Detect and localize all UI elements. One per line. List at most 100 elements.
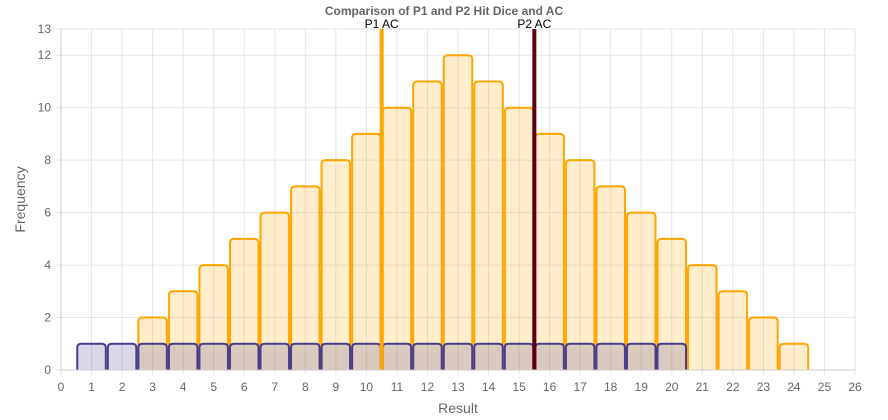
x-tick-label: 12 [421, 380, 435, 394]
bar-fill [382, 343, 412, 370]
bar-fill [168, 343, 198, 370]
chart-title: Comparison of P1 and P2 Hit Dice and AC [324, 4, 564, 18]
bar-fill [413, 343, 442, 370]
y-tick-label: 2 [44, 311, 51, 325]
bar-fill [199, 343, 228, 370]
x-tick-label: 11 [391, 380, 404, 394]
x-tick-label: 9 [333, 380, 340, 394]
bar-fill [291, 186, 320, 370]
bar [228, 237, 260, 370]
bar-fill [229, 238, 259, 370]
bar-fill [657, 343, 687, 370]
y-axis-title: Frequency [12, 166, 28, 232]
bar-fill [504, 343, 534, 370]
bar-fill [77, 343, 106, 370]
bar [259, 211, 291, 370]
bar-fill [260, 343, 290, 370]
bar [290, 342, 321, 370]
bar-fill [321, 160, 351, 370]
bar [656, 237, 688, 370]
bar-fill [321, 343, 351, 370]
bar-fill [382, 107, 412, 370]
x-tick-label: 16 [543, 380, 557, 394]
bar-fill [565, 160, 595, 370]
x-tick-label: 22 [726, 380, 740, 394]
bar [625, 211, 657, 370]
bar-fill [657, 238, 687, 370]
x-tick-label: 23 [757, 380, 771, 394]
bar [595, 342, 626, 370]
x-tick-label: 26 [848, 380, 862, 394]
bar [259, 342, 291, 370]
bar-fill [474, 343, 503, 370]
x-tick-label: 15 [512, 380, 526, 394]
reference-line-label: P1 AC [365, 17, 399, 31]
bar-fill [138, 343, 167, 370]
bar [473, 342, 504, 370]
axes: 0 1 2 3 4 5 6 7 8 9 10 11 12 13 14 15 16 17 18 19 20 21 22 23 24… [38, 22, 862, 394]
bar-fill [626, 343, 656, 370]
reference-lines: P1 AC P2 AC [365, 17, 552, 370]
x-tick-label: 7 [271, 380, 278, 394]
bar-fill [688, 265, 717, 370]
y-tick-label: 8 [44, 153, 51, 167]
bar-fill [474, 81, 503, 370]
x-tick-label: 24 [787, 380, 801, 394]
x-tick-label: 4 [180, 380, 187, 394]
x-tick-label: 2 [119, 380, 126, 394]
reference-line-label: P2 AC [517, 17, 551, 31]
x-tick-label: 10 [360, 380, 374, 394]
x-axis-title: Result [438, 400, 478, 416]
x-tick-label: 8 [302, 380, 309, 394]
x-tick-label: 0 [58, 380, 65, 394]
bar [198, 264, 229, 370]
bar-fill [535, 343, 564, 370]
bar-fill [565, 343, 595, 370]
x-tick-label: 25 [818, 380, 832, 394]
bar [656, 342, 688, 370]
bar-fill [199, 265, 228, 370]
x-tick-label: 5 [210, 380, 217, 394]
x-tick-label: 1 [88, 380, 95, 394]
bars [76, 54, 810, 370]
bar [687, 264, 718, 370]
bar [167, 342, 199, 370]
bar-fill [443, 55, 473, 370]
y-tick-label: 6 [44, 206, 51, 220]
bar [625, 342, 657, 370]
bar [167, 290, 199, 370]
x-tick-label: 18 [604, 380, 618, 394]
bar-fill [504, 107, 534, 370]
y-tick-label: 10 [38, 101, 52, 115]
bar-fill [596, 186, 625, 370]
bar [473, 80, 504, 370]
bar [595, 185, 626, 370]
y-tick-label: 12 [38, 48, 52, 62]
x-tick-label: 19 [635, 380, 649, 394]
bar [564, 342, 596, 370]
bar-fill [535, 133, 564, 370]
bar [320, 342, 352, 370]
bar [748, 316, 779, 370]
bar-fill [352, 343, 381, 370]
bar [137, 342, 168, 370]
bar [198, 342, 229, 370]
y-tick-label: 13 [38, 22, 52, 36]
x-tick-label: 3 [149, 380, 156, 394]
bar [442, 342, 474, 370]
x-tick-label: 6 [241, 380, 248, 394]
y-tick-label: 0 [44, 363, 51, 377]
bar-fill [291, 343, 320, 370]
bar-fill [749, 317, 778, 370]
bar [442, 54, 474, 370]
bar [717, 290, 749, 370]
bar [412, 80, 443, 370]
x-tick-label: 14 [482, 380, 496, 394]
bar [778, 342, 810, 370]
x-tick-label: 13 [451, 380, 465, 394]
bar-fill [229, 343, 259, 370]
bar-fill [168, 291, 198, 370]
bar-fill [352, 133, 381, 370]
bar [290, 185, 321, 370]
